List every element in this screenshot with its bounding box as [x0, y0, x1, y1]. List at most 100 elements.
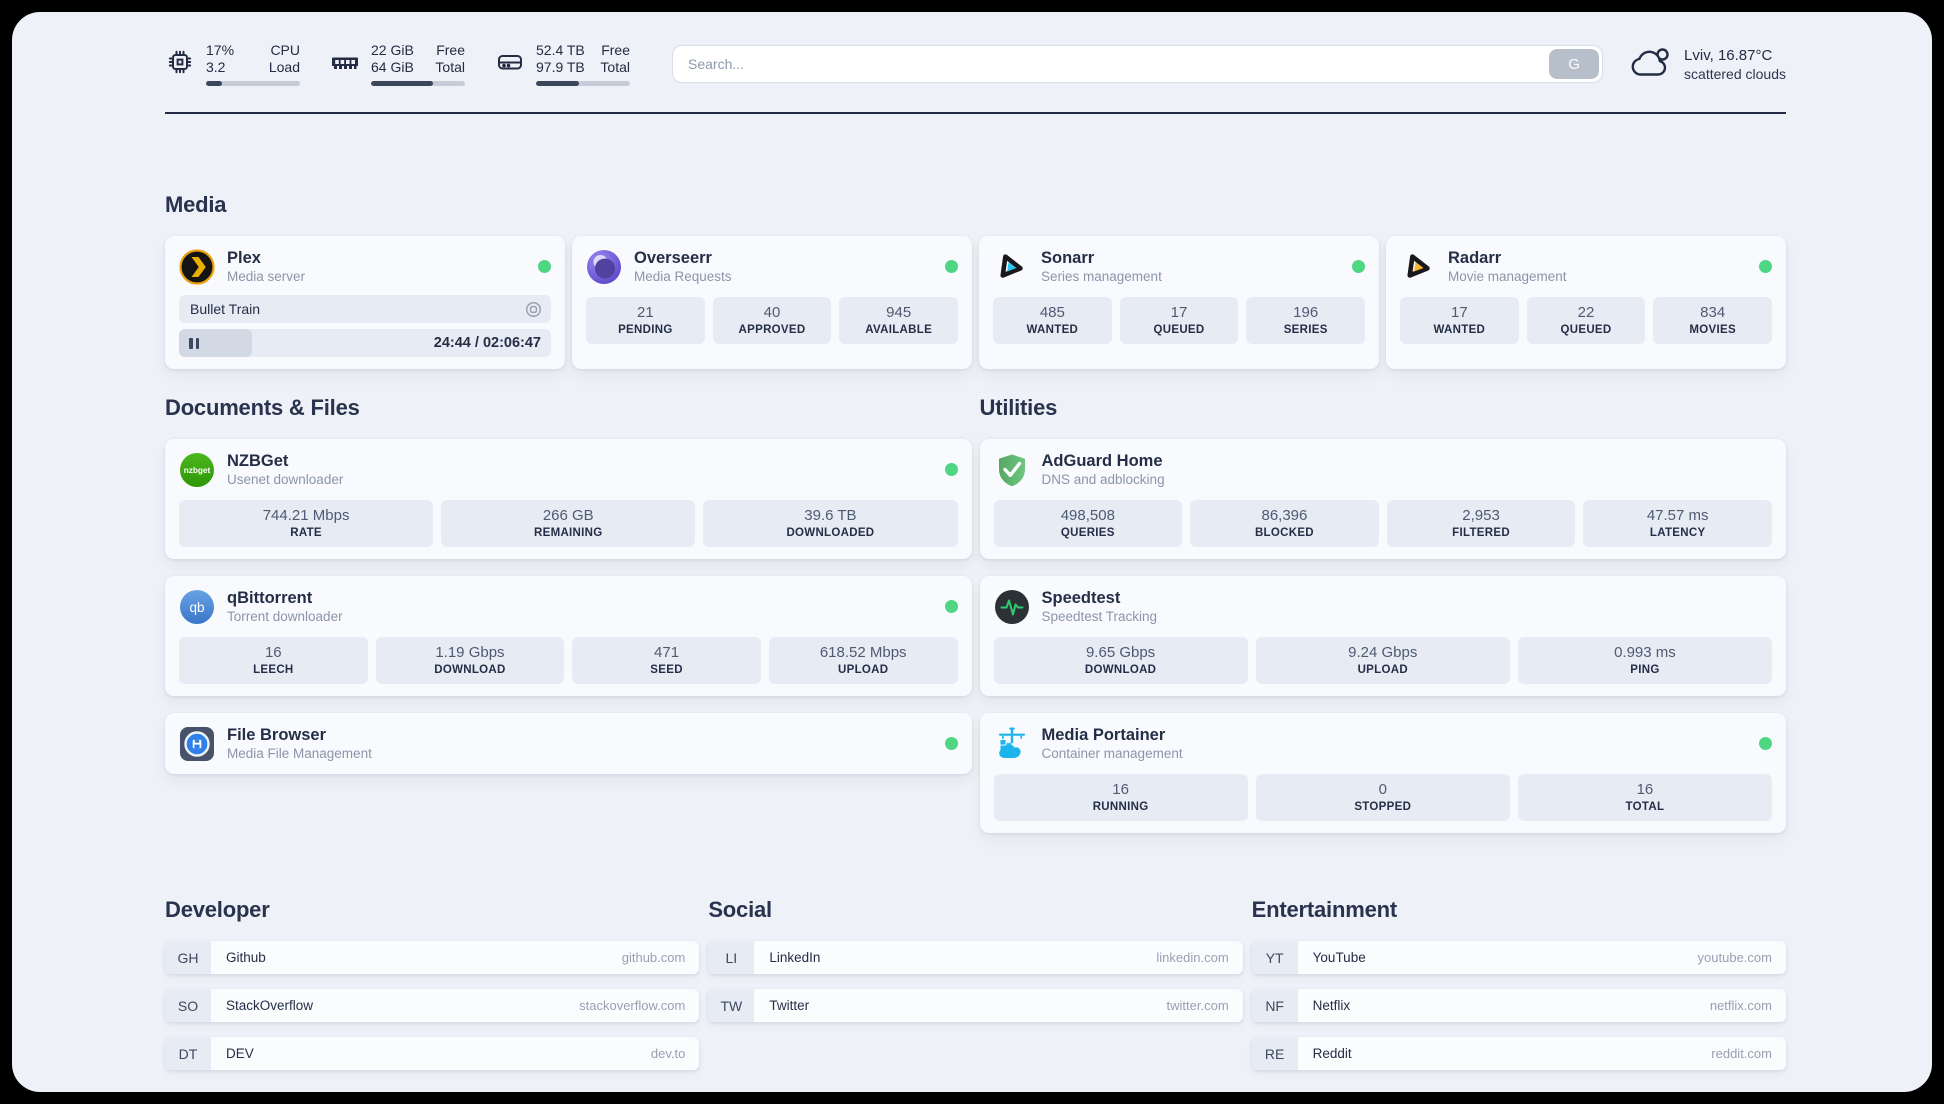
bookmark-url: stackoverflow.com [579, 998, 686, 1013]
bookmark-url: linkedin.com [1156, 950, 1229, 965]
weather-widget: Lviv, 16.87°C scattered clouds [1629, 45, 1786, 84]
disk-progressbar [536, 81, 630, 86]
search-provider-button[interactable]: G [1549, 49, 1600, 79]
cpu-labels: CPU Load [268, 42, 300, 75]
bookmark-netflix[interactable]: NF Netflix netflix.com [1251, 989, 1786, 1022]
stat-remaining: 266 GB REMAINING [441, 500, 696, 547]
bookmark-url: dev.to [650, 1046, 686, 1061]
memory-labels: Free Total [435, 42, 465, 75]
pause-button[interactable] [189, 337, 199, 349]
svg-text:qb: qb [189, 600, 204, 615]
bookmark-group-entertainment: Entertainment YT YouTube youtube.com NF … [1251, 897, 1786, 1070]
bookmark-reddit[interactable]: RE Reddit reddit.com [1251, 1037, 1786, 1070]
section-title-utilities: Utilities [979, 395, 1058, 420]
section-title-developer: Developer [165, 897, 270, 922]
disk-widget: 52.4 TB 97.9 TB Free Total [495, 42, 630, 86]
stat-upload: 9.24 Gbps UPLOAD [1255, 637, 1510, 684]
service-card-plex[interactable]: Plex Media server Bullet Train 24:44 / 0… [165, 236, 565, 369]
service-card-adguard[interactable]: AdGuard Home DNS and adblocking 498,508 … [979, 439, 1786, 559]
top-bar: 17% 3.2 CPU Load [165, 42, 1786, 86]
radarr-icon [1400, 249, 1436, 285]
bookmark-name: Netflix [1312, 998, 1351, 1013]
status-dot [945, 260, 958, 273]
dashboard-page: 17% 3.2 CPU Load [12, 12, 1932, 1092]
bookmark-name: Twitter [769, 998, 810, 1013]
stat-blocked: 86,396 BLOCKED [1190, 500, 1379, 547]
stat-queries: 498,508 QUERIES [993, 500, 1183, 547]
service-card-speedtest[interactable]: Speedtest Speedtest Tracking 9.65 Gbps D… [979, 576, 1786, 696]
stat-queued: 22 QUEUED [1526, 297, 1646, 344]
cpu-values: 17% 3.2 [206, 42, 235, 75]
bookmark-name: LinkedIn [769, 950, 821, 965]
stat-rate: 744.21 Mbps RATE [179, 500, 434, 547]
service-card-qbittorrent[interactable]: qb qBittorrent Torrent downloader [165, 576, 972, 696]
bookmark-url: twitter.com [1166, 998, 1229, 1013]
service-card-radarr[interactable]: Radarr Movie management 17 WANTED 22 QUE… [1386, 236, 1786, 369]
stat-available: 945 AVAILABLE [839, 297, 959, 344]
bookmark-youtube[interactable]: YT YouTube youtube.com [1251, 941, 1786, 974]
service-card-overseerr[interactable]: Overseerr Media Requests 21 PENDING 40 A… [572, 236, 972, 369]
stat-movies: 834 MOVIES [1653, 297, 1773, 344]
status-dot [1759, 260, 1772, 273]
section-title-documents: Documents & Files [165, 395, 360, 420]
stat-wanted: 17 WANTED [1400, 297, 1519, 344]
bookmark-linkedin[interactable]: LI LinkedIn linkedin.com [708, 941, 1243, 974]
qbittorrent-icon: qb [179, 589, 215, 625]
service-subtitle: Speedtest Tracking [1041, 609, 1158, 624]
bookmark-abbr: GH [165, 941, 211, 974]
stat-approved: 40 APPROVED [712, 297, 832, 344]
service-title: qBittorrent [227, 589, 313, 607]
section-title-media: Media [165, 192, 227, 217]
bookmark-abbr: TW [708, 989, 755, 1022]
bookmark-abbr: YT [1251, 941, 1298, 974]
service-subtitle: Media server [227, 269, 306, 284]
bookmark-name: DEV [226, 1046, 254, 1061]
stat-ping: 0.993 ms PING [1517, 637, 1773, 684]
bookmark-abbr: RE [1251, 1037, 1298, 1070]
adguard-icon [994, 452, 1030, 488]
section-title-social: Social [708, 897, 772, 922]
stat-latency: 47.57 ms LATENCY [1583, 500, 1772, 547]
service-card-sonarr[interactable]: Sonarr Series management 485 WANTED 17 Q… [979, 236, 1379, 369]
bookmark-url: github.com [621, 950, 686, 965]
bookmark-abbr: LI [708, 941, 755, 974]
bookmark-twitter[interactable]: TW Twitter twitter.com [708, 989, 1243, 1022]
bookmark-github[interactable]: GH Github github.com [165, 941, 700, 974]
portainer-icon [994, 726, 1030, 762]
bookmark-abbr: NF [1251, 989, 1298, 1022]
bookmark-abbr: DT [165, 1037, 211, 1070]
service-card-portainer[interactable]: Media Portainer Container management 16 … [979, 713, 1786, 833]
bookmark-abbr: SO [165, 989, 211, 1022]
disk-labels: Free Total [600, 42, 630, 75]
disk-icon [495, 47, 525, 82]
nzbget-icon: nzbget [179, 452, 215, 488]
plex-time: 24:44 / 02:06:47 [433, 335, 541, 351]
service-title: Speedtest [1041, 589, 1121, 607]
section-title-entertainment: Entertainment [1251, 897, 1398, 922]
bookmark-stackoverflow[interactable]: SO StackOverflow stackoverflow.com [165, 989, 700, 1022]
service-card-filebrowser[interactable]: File Browser Media File Management [165, 713, 972, 774]
service-title: Sonarr [1041, 249, 1095, 267]
service-subtitle: Torrent downloader [227, 609, 343, 624]
stat-running: 16 RUNNING [993, 774, 1248, 821]
stat-leech: 16 LEECH [179, 637, 368, 684]
bookmark-dev[interactable]: DT DEV dev.to [165, 1037, 700, 1070]
status-dot [1759, 737, 1772, 750]
service-card-nzbget[interactable]: nzbget NZBGet Usenet downloader 74 [165, 439, 972, 559]
cpu-icon [165, 47, 195, 82]
status-dot [944, 463, 958, 476]
stat-series: 196 SERIES [1246, 297, 1366, 344]
bookmark-name: Reddit [1312, 1046, 1352, 1061]
memory-progressbar [371, 81, 465, 86]
weather-condition: scattered clouds [1684, 65, 1786, 82]
status-dot [1352, 260, 1365, 273]
memory-values: 22 GiB 64 GiB [371, 42, 414, 75]
search-input[interactable] [672, 45, 1604, 83]
service-subtitle: Media File Management [227, 746, 372, 761]
service-title: Media Portainer [1041, 726, 1166, 744]
status-dot [538, 260, 551, 273]
speedtest-icon [994, 589, 1030, 625]
bookmark-name: Github [226, 950, 266, 965]
service-title: File Browser [227, 726, 327, 744]
session-icon [525, 301, 542, 317]
